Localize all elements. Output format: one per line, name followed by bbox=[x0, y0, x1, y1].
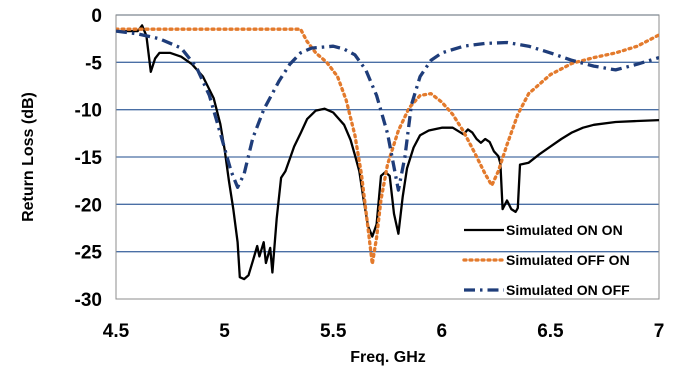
y-tick-label: -30 bbox=[75, 290, 102, 311]
series-line-3 bbox=[116, 29, 659, 192]
legend: Simulated ON ON Simulated OFF ON Simulated… bbox=[462, 222, 630, 298]
y-tick-label: -15 bbox=[75, 148, 103, 169]
x-tick-label: 5.5 bbox=[320, 321, 347, 342]
plot-area-border bbox=[115, 14, 660, 300]
legend-label-1: Simulated ON ON bbox=[506, 222, 623, 238]
y-tick-labels: 0 -5 -10 -15 -20 -25 -30 bbox=[75, 6, 103, 311]
y-tick-label: -10 bbox=[75, 101, 102, 122]
y-axis-title: Return Loss (dB) bbox=[20, 92, 37, 222]
y-tick-label: -25 bbox=[75, 243, 103, 264]
legend-label-2: Simulated OFF ON bbox=[506, 252, 630, 268]
x-tick-label: 6.5 bbox=[537, 321, 564, 342]
legend-label-3: Simulated ON OFF bbox=[506, 282, 630, 298]
x-tick-label: 4.5 bbox=[103, 321, 130, 342]
series-lines bbox=[116, 24, 659, 281]
x-tick-label: 6 bbox=[437, 321, 448, 342]
x-tick-labels: 4.5 5 5.5 6 6.5 7 bbox=[103, 321, 665, 342]
y-tick-label: -5 bbox=[85, 53, 102, 74]
series-line-2 bbox=[116, 27, 659, 266]
y-tick-label: 0 bbox=[91, 6, 102, 27]
x-axis-title: Freq. GHz bbox=[350, 349, 426, 366]
x-tick-label: 7 bbox=[654, 321, 665, 342]
y-tick-label: -20 bbox=[75, 195, 102, 216]
x-tick-label: 5 bbox=[219, 321, 230, 342]
